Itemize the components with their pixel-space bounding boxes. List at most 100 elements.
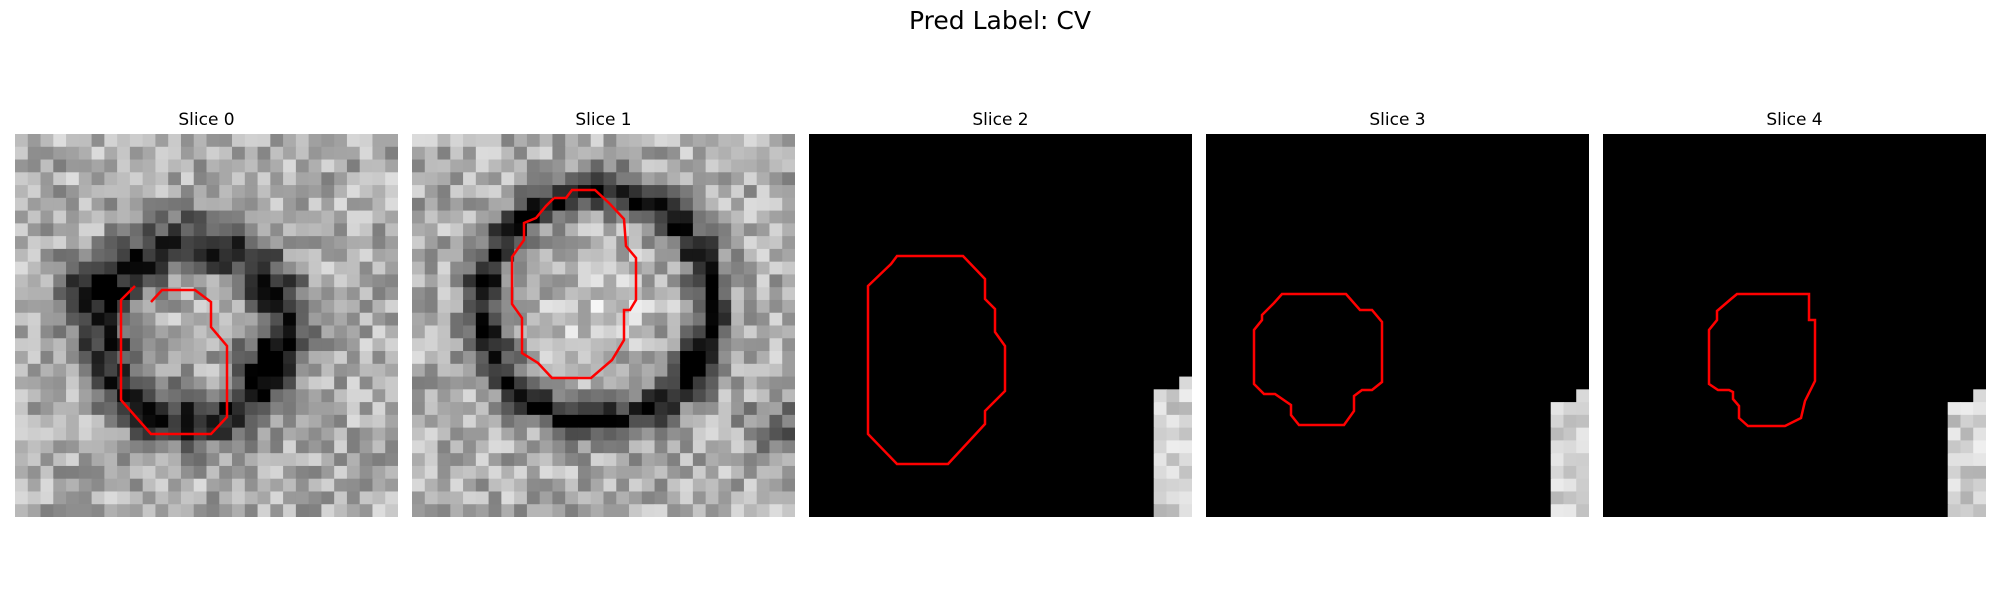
image-pixel [1845,427,1859,441]
image-pixel [1179,325,1192,339]
image-pixel [1947,248,1962,263]
image-pixel [911,210,925,224]
image-pixel [1397,427,1411,441]
image-pixel [155,440,169,454]
image-pixel [1423,478,1437,493]
image-pixel [1537,223,1552,237]
image-pixel [1140,197,1155,212]
image-pixel [1282,159,1296,173]
image-pixel [385,338,398,352]
image-pixel [1423,134,1437,148]
image-pixel [1089,351,1104,365]
image-pixel [1666,312,1681,327]
image-pixel [232,491,246,505]
image-pixel [1320,402,1335,416]
image-pixel [1603,504,1617,517]
image-pixel [1768,478,1783,493]
image-pixel [385,376,398,390]
image-pixel [539,185,554,199]
image-pixel [590,491,605,505]
image-pixel [219,312,233,327]
image-pixel [834,504,848,517]
image-pixel [1089,363,1104,378]
image-pixel [1883,312,1898,327]
image-pixel [821,223,836,237]
image-pixel [27,146,42,161]
image-pixel [1384,389,1399,403]
image-pixel [1960,197,1974,212]
image-pixel [654,236,668,250]
image-pixel [1410,287,1424,301]
image-pixel [1756,453,1770,467]
image-pixel [1153,504,1168,517]
image-pixel [359,478,374,493]
image-pixel [1064,363,1078,378]
image-pixel [1000,465,1014,480]
image-pixel [1308,338,1322,352]
image-pixel [1960,504,1974,517]
image-pixel [654,197,668,212]
image-pixel [641,185,656,199]
image-pixel [1026,363,1040,378]
image-pixel [1397,210,1411,224]
image-pixel [257,299,271,314]
image-pixel [346,134,361,148]
image-pixel [552,248,566,263]
image-pixel [731,389,745,403]
image-pixel [834,376,848,390]
image-pixel [577,325,592,339]
image-pixel [1077,351,1091,365]
image-pixel [1743,159,1757,173]
image-pixel [603,185,617,199]
image-pixel [117,376,131,390]
image-pixel [1346,465,1360,480]
image-pixel [898,312,912,327]
image-pixel [1871,465,1885,480]
image-pixel [667,223,681,237]
image-pixel [1308,351,1322,365]
image-pixel [1909,351,1923,365]
image-pixel [206,453,220,467]
image-pixel [1486,440,1501,454]
image-pixel [577,185,592,199]
image-pixel [1153,402,1168,416]
image-pixel [450,299,464,314]
image-pixel [1537,376,1552,390]
image-pixel [91,185,105,199]
image-pixel [1820,363,1834,378]
image-pixel [1359,402,1373,416]
image-pixel [270,414,284,429]
image-pixel [424,146,439,161]
image-pixel [437,210,451,224]
image-pixel [437,223,451,237]
image-pixel [1705,172,1719,186]
image-pixel [526,159,541,173]
image-pixel [475,185,490,199]
image-pixel [53,325,67,339]
image-pixel [180,440,195,454]
image-pixel [834,197,848,212]
image-pixel [1140,338,1155,352]
image-pixel [27,338,42,352]
image-pixel [1077,261,1091,276]
image-pixel [1641,414,1655,429]
image-pixel [898,134,912,148]
image-pixel [1128,376,1142,390]
image-pixel [1896,223,1910,237]
image-pixel [1346,185,1360,199]
image-pixel [1206,287,1220,301]
image-pixel [1641,440,1655,454]
image-pixel [488,312,502,327]
image-pixel [1896,261,1910,276]
image-pixel [117,261,131,276]
image-pixel [1576,504,1589,517]
image-pixel [667,197,681,212]
image-pixel [1947,261,1962,276]
image-pixel [206,351,220,365]
image-pixel [295,134,310,148]
image-pixel [1486,185,1501,199]
image-pixel [257,325,271,339]
image-pixel [1845,134,1859,148]
image-pixel [962,504,976,517]
image-pixel [1512,325,1526,339]
